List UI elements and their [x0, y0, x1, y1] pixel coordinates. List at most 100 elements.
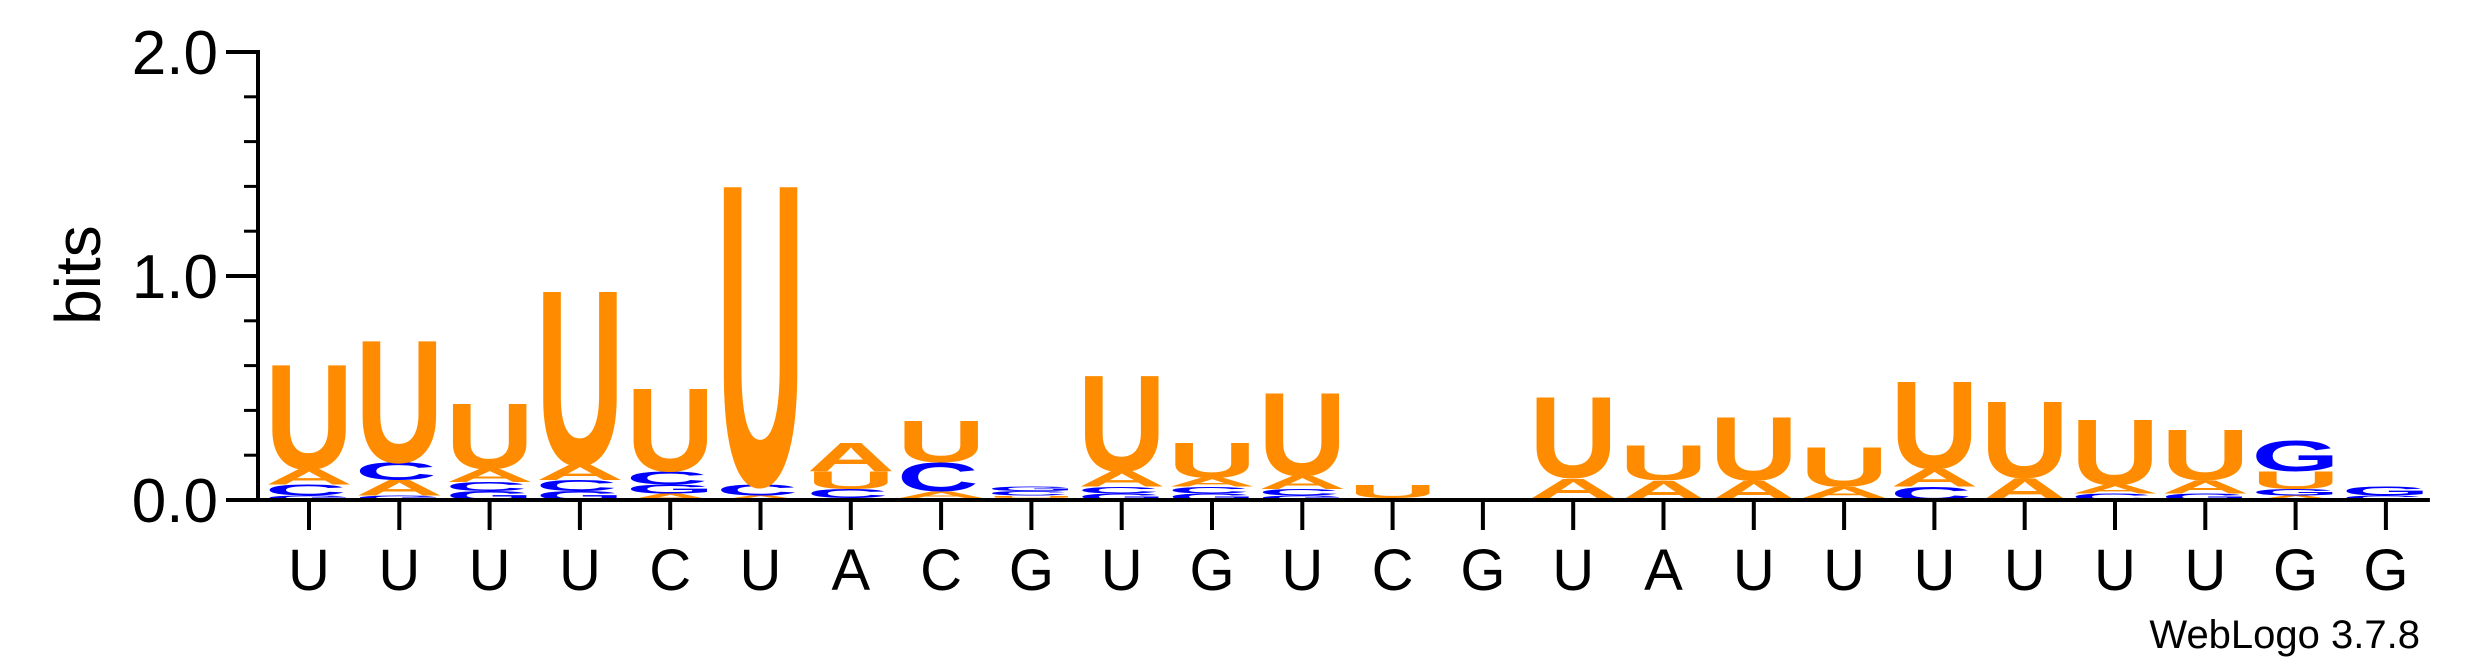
logo-letter-A: A — [807, 435, 895, 480]
x-tick-label: C — [649, 538, 691, 603]
logo-letter-glyph: A — [1168, 475, 1256, 489]
logo-letter-glyph: U — [1890, 356, 1978, 496]
logo-letter-glyph: G — [1078, 492, 1166, 502]
logo-letter-glyph: U — [1349, 481, 1437, 502]
logo-letter-C: C — [355, 457, 436, 485]
logo-letter-glyph: U — [536, 238, 624, 518]
logo-letter-glyph: A — [2071, 482, 2159, 496]
logo-letter-glyph: A — [1800, 484, 1888, 501]
logo-letter-glyph: C — [446, 480, 527, 494]
x-tick-label: A — [1644, 538, 1683, 603]
logo-letter-glyph: A — [355, 476, 443, 500]
logo-letter-glyph: A — [265, 465, 353, 489]
logo-letter-C: C — [1168, 485, 1249, 495]
logo-letter-A: A — [2071, 482, 2159, 496]
logo-letter-G: G — [1078, 492, 1166, 502]
logo-letter-glyph: C — [987, 490, 1068, 497]
logo-letter-glyph: C — [807, 487, 888, 501]
logo-letter-glyph: U — [1258, 368, 1346, 501]
logo-letter-A: A — [717, 494, 805, 501]
logo-letter-glyph: G — [2342, 484, 2430, 498]
logo-letter-glyph: G — [2252, 432, 2340, 481]
logo-letter-A: A — [2161, 476, 2249, 497]
logo-letter-U: U — [2161, 415, 2249, 495]
logo-letter-glyph: U — [1529, 374, 1617, 503]
logo-letter-U: U — [355, 304, 443, 500]
x-tick-label: G — [2363, 538, 2408, 603]
y-tick-label: 2.0 — [132, 19, 218, 88]
logo-letter-A: A — [536, 460, 624, 484]
logo-letter-C: C — [2071, 492, 2152, 502]
logo-letter-A: A — [897, 489, 985, 499]
logo-letter-U: U — [807, 466, 895, 494]
logo-letter-glyph: G — [987, 485, 1075, 492]
logo-letter-glyph: A — [897, 489, 985, 499]
x-tick-label: A — [831, 538, 870, 603]
logo-letter-glyph: A — [1890, 464, 1978, 492]
logo-letter-G: G — [987, 485, 1075, 492]
logo-letter-glyph: C — [717, 482, 798, 499]
x-tick-label: U — [1281, 538, 1323, 603]
logo-letter-glyph: C — [626, 468, 707, 489]
logo-letter-G: G — [1258, 494, 1346, 501]
logo-letter-glyph: U — [807, 466, 895, 494]
x-tick-label: U — [288, 538, 330, 603]
x-tick-label: U — [1913, 538, 1955, 603]
logo-letter-glyph: U — [626, 363, 714, 496]
y-tick-label: 0.0 — [132, 467, 218, 536]
logo-letter-glyph: A — [626, 492, 714, 502]
logo-letter-C: C — [536, 477, 617, 494]
logo-letter-glyph: G — [2252, 487, 2340, 497]
logo-letter-A: A — [1168, 475, 1256, 489]
logo-letter-U: U — [1168, 432, 1256, 488]
logo-letter-glyph: U — [1800, 436, 1888, 499]
logo-letter-A: A — [1800, 484, 1888, 501]
x-tick-label: U — [2184, 538, 2226, 603]
logo-letter-C: C — [807, 487, 888, 501]
x-tick-label: U — [2094, 538, 2136, 603]
logo-letter-A: A — [626, 492, 714, 502]
logo-letter-glyph: C — [2342, 494, 2423, 501]
logo-letter-glyph: A — [1258, 472, 1346, 493]
logo-letter-G: G — [2252, 487, 2340, 497]
logo-letter-glyph: A — [2161, 476, 2249, 497]
logo-letter-glyph: U — [1620, 434, 1708, 490]
logo-letter-glyph: C — [265, 482, 346, 499]
logo-letter-U: U — [536, 238, 624, 518]
x-tick-label: U — [469, 538, 511, 603]
x-tick-label: C — [1372, 538, 1414, 603]
y-axis-label: bits — [42, 225, 114, 325]
logo-letter-U: U — [1890, 356, 1978, 496]
logo-letter-G: G — [626, 482, 714, 496]
logo-letter-glyph: C — [1168, 485, 1249, 495]
logo-letter-glyph: U — [2161, 415, 2249, 495]
logo-letter-U: U — [1258, 368, 1346, 501]
logo-letter-U: U — [265, 334, 353, 502]
logo-letter-C: C — [265, 482, 346, 499]
logo-letter-glyph: G — [355, 494, 443, 501]
logo-letter-glyph: A — [536, 460, 624, 484]
logo-letter-glyph: G — [265, 494, 353, 501]
logo-letter-C: C — [897, 454, 978, 500]
logo-letter-G: G — [265, 494, 353, 501]
logo-letter-C: C — [446, 480, 527, 494]
logo-letter-glyph: A — [807, 435, 895, 480]
logo-letter-G: G — [2252, 432, 2340, 481]
logo-letter-glyph: G — [1258, 494, 1346, 501]
logo-letter-glyph: A — [717, 494, 805, 501]
logo-letter-glyph: U — [1078, 346, 1166, 500]
logo-letter-glyph: U — [446, 384, 534, 489]
logo-letter-glyph: U — [897, 409, 985, 475]
logo-letter-A: A — [2252, 494, 2340, 501]
x-tick-label: U — [740, 538, 782, 603]
logo-letter-glyph: A — [1078, 467, 1166, 491]
logo-letter-U: U — [1078, 346, 1166, 500]
logo-letter-glyph: A — [2252, 494, 2340, 501]
logo-letter-A: A — [1890, 464, 1978, 492]
x-tick-label: U — [1823, 538, 1865, 603]
x-tick-label: G — [1460, 538, 1505, 603]
logo-letter-U: U — [2071, 400, 2159, 505]
x-tick-label: G — [2273, 538, 2318, 603]
logo-letter-glyph: U — [2252, 466, 2340, 494]
logo-letter-C: C — [1258, 487, 1339, 497]
